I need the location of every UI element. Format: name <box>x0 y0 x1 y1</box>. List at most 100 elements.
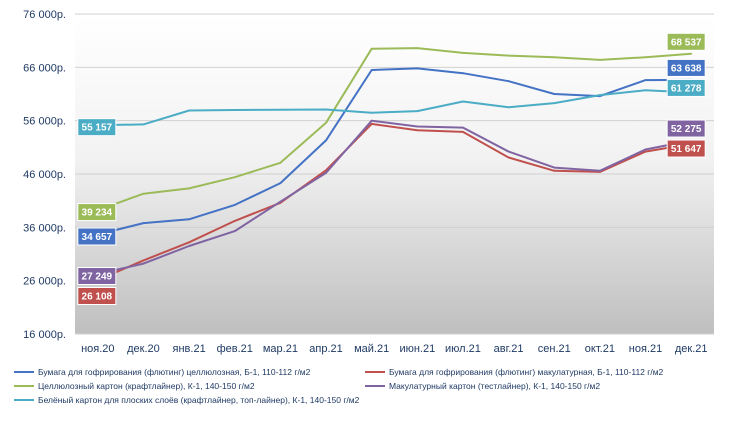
x-tick-label: май.21 <box>354 343 389 355</box>
data-point <box>142 222 145 224</box>
data-label-text: 68 537 <box>671 37 702 48</box>
legend-label: Бумага для гофрирования (флютинг) макула… <box>389 367 664 377</box>
data-point <box>233 220 236 222</box>
x-axis-ticks: ноя.20 дек.20 янв.21 фев.21 мар.21 апр.21 май.… <box>81 343 707 355</box>
data-label: 61 278 <box>666 78 706 97</box>
data-label-box <box>666 119 706 138</box>
data-point <box>553 169 556 172</box>
x-tick-label: июл.21 <box>445 343 481 355</box>
data-point <box>370 47 373 50</box>
data-label-text: 26 108 <box>82 292 113 303</box>
legend: Бумага для гофрирования (флютинг) целлюл… <box>14 367 664 405</box>
data-point <box>553 102 556 104</box>
data-point <box>416 129 419 132</box>
data-label: 34 657 <box>77 227 117 246</box>
data-point <box>325 108 327 111</box>
data-label-text: 55 157 <box>82 123 113 134</box>
data-point <box>142 262 145 265</box>
data-labels: 55 157 39 234 34 657 27 249 26 108 68 537 63 6… <box>77 32 706 306</box>
y-tick-label: 66 000р. <box>23 62 66 74</box>
data-point <box>553 166 556 169</box>
series-lines <box>96 47 693 282</box>
legend-label: Белёный картон для плоских слоёв (крафтл… <box>38 395 360 405</box>
data-point <box>507 156 510 159</box>
legend-item: Макулатурный картон (тестлайнер), К-1, 1… <box>365 381 600 391</box>
data-point <box>370 111 373 114</box>
x-tick-label: янв.21 <box>173 343 206 355</box>
data-point <box>416 125 419 128</box>
data-point <box>325 139 327 142</box>
data-point <box>553 93 556 95</box>
data-label: 27 249 <box>77 267 117 286</box>
data-point <box>370 69 373 71</box>
x-tick-label: июн.21 <box>399 343 435 355</box>
data-label-box <box>77 203 117 222</box>
data-point <box>370 119 373 122</box>
series-line <box>97 47 692 212</box>
data-label: 55 157 <box>77 118 117 137</box>
series-line <box>97 122 692 282</box>
series-line <box>97 119 692 275</box>
data-label: 26 108 <box>77 287 117 306</box>
data-point <box>142 123 145 126</box>
data-point <box>142 192 145 195</box>
data-point <box>598 169 601 172</box>
data-point <box>507 106 510 109</box>
data-point <box>416 67 419 70</box>
data-point <box>598 58 601 61</box>
x-tick-label: ноя.21 <box>629 343 662 355</box>
data-point <box>279 108 282 111</box>
legend-label: Целлюлозный картон (крафтлайнер), К-1, 1… <box>38 381 255 391</box>
data-point <box>233 230 236 232</box>
y-tick-label: 26 000р. <box>23 276 66 288</box>
data-point <box>188 241 191 244</box>
x-tick-label: ноя.20 <box>81 343 114 355</box>
legend-item: Белёный картон для плоских слоёв (крафтл… <box>14 395 360 405</box>
data-point <box>325 169 327 172</box>
data-label: 51 647 <box>666 139 706 158</box>
y-tick-label: 56 000р. <box>23 116 66 128</box>
x-tick-label: апр.21 <box>309 343 342 355</box>
data-point <box>644 56 647 59</box>
data-point <box>370 122 373 125</box>
data-label-text: 39 234 <box>82 208 113 219</box>
legend-label: Макулатурный картон (тестлайнер), К-1, 1… <box>389 381 600 391</box>
data-point <box>462 130 464 133</box>
data-point <box>188 218 191 221</box>
data-label: 68 537 <box>666 32 706 51</box>
data-point <box>279 182 282 184</box>
data-point <box>188 245 191 247</box>
data-label-box <box>77 267 117 286</box>
data-label: 63 638 <box>666 58 706 77</box>
data-point <box>416 47 419 50</box>
data-point <box>325 172 327 174</box>
x-tick-label: дек.20 <box>127 343 160 355</box>
series-line <box>97 89 692 127</box>
data-point <box>325 121 327 124</box>
x-tick-label: авг.21 <box>494 343 524 355</box>
data-point <box>644 79 647 82</box>
data-point <box>462 72 464 75</box>
x-tick-label: дек.21 <box>675 343 708 355</box>
y-tick-label: 36 000р. <box>23 222 66 234</box>
data-label-box <box>77 118 117 137</box>
y-tick-label: 16 000р. <box>23 329 66 341</box>
data-point <box>279 200 282 203</box>
data-label: 39 234 <box>77 203 117 222</box>
data-point <box>188 109 191 112</box>
data-point <box>233 109 236 111</box>
data-label-text: 34 657 <box>82 232 113 243</box>
legend-label: Бумага для гофрирования (флютинг) целлюл… <box>38 367 311 377</box>
data-point <box>644 150 647 153</box>
data-label-box <box>77 287 117 306</box>
data-label-text: 51 647 <box>671 144 702 155</box>
x-tick-label: окт.21 <box>585 343 615 355</box>
data-point <box>507 54 510 57</box>
data-label-box <box>666 78 706 97</box>
data-point <box>233 204 236 206</box>
data-point <box>142 259 145 262</box>
data-point <box>416 110 419 112</box>
data-point <box>233 176 236 179</box>
